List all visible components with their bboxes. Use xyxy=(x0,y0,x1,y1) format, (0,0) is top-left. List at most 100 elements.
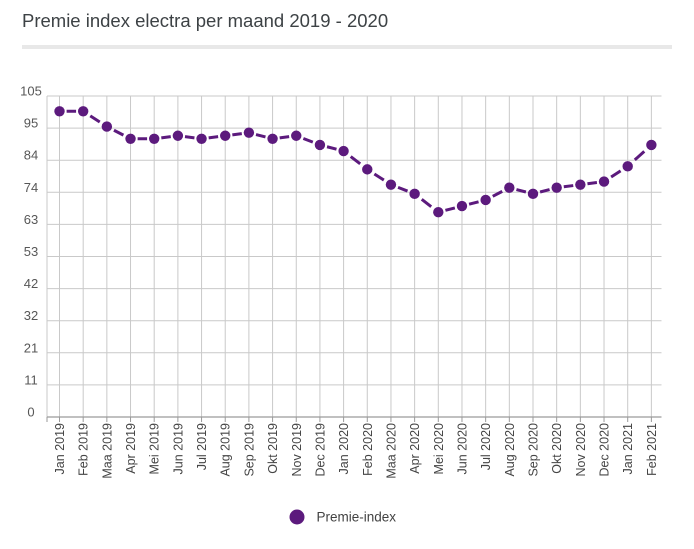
x-axis-label: Jun 2020 xyxy=(455,423,469,474)
data-point[interactable] xyxy=(527,188,539,200)
y-axis-label: 11 xyxy=(24,372,38,387)
data-point[interactable] xyxy=(575,179,586,190)
x-axis-label: Apr 2019 xyxy=(124,423,138,474)
y-axis-label: 95 xyxy=(24,116,38,131)
x-axis-label: Maa 2020 xyxy=(384,423,398,479)
y-axis-label: 0 xyxy=(27,405,34,420)
x-axis-label: Aug 2019 xyxy=(219,423,233,477)
data-point[interactable] xyxy=(149,133,160,144)
x-axis-labels: Jan 2019 Feb 2019 Maa 2019 Apr 2019 Mei 2019… xyxy=(53,423,659,479)
y-axis-label: 74 xyxy=(24,180,38,195)
data-point[interactable] xyxy=(598,176,610,187)
data-point[interactable] xyxy=(433,206,444,218)
x-axis-label: Sep 2019 xyxy=(242,423,256,477)
line-segment xyxy=(603,165,629,183)
line-segment xyxy=(437,204,463,214)
h-gridlines xyxy=(47,95,662,418)
x-axis-label: Feb 2020 xyxy=(361,423,375,476)
line-segment xyxy=(319,143,344,153)
data-point[interactable] xyxy=(77,106,89,117)
line-segment xyxy=(508,186,534,196)
x-axis-label: Jun 2019 xyxy=(171,423,185,474)
data-point[interactable] xyxy=(551,182,562,193)
line-segment xyxy=(366,168,392,186)
line-segment xyxy=(295,134,321,147)
x-axis-ticks xyxy=(46,417,652,422)
x-axis-label: Okt 2020 xyxy=(550,423,564,474)
series-line xyxy=(59,109,653,214)
data-point[interactable] xyxy=(456,200,468,212)
data-point[interactable] xyxy=(646,139,657,151)
x-axis-label: Jul 2020 xyxy=(479,423,493,470)
data-point[interactable] xyxy=(54,106,65,117)
x-axis-label: Dec 2020 xyxy=(598,423,612,477)
x-axis-label: Sep 2020 xyxy=(527,423,541,477)
y-axis-label: 84 xyxy=(24,148,38,163)
line-segment xyxy=(201,134,226,141)
line-segment xyxy=(556,183,581,190)
x-axis-label: Mei 2020 xyxy=(432,423,446,474)
data-point[interactable] xyxy=(385,179,397,190)
data-point[interactable] xyxy=(362,164,373,175)
x-axis-label: Nov 2020 xyxy=(574,423,588,477)
data-point[interactable] xyxy=(409,188,420,200)
y-axis-labels: 105 95 84 74 63 53 42 32 21 11 0 xyxy=(20,84,42,420)
data-point[interactable] xyxy=(480,194,491,206)
y-axis-label: 42 xyxy=(24,276,38,291)
y-axis-label: 32 xyxy=(24,308,38,323)
line-segment xyxy=(248,131,273,141)
data-point[interactable] xyxy=(504,182,515,193)
x-axis-label: Jan 2019 xyxy=(53,423,67,474)
line-segment xyxy=(225,131,250,138)
data-point[interactable] xyxy=(291,130,302,141)
data-point[interactable] xyxy=(243,127,255,138)
x-axis-label: Mei 2019 xyxy=(148,423,162,474)
x-axis-label: Maa 2019 xyxy=(100,423,114,479)
legend-marker[interactable] xyxy=(289,509,305,525)
v-gridlines xyxy=(59,96,652,417)
line-segment xyxy=(82,110,108,128)
line-segment xyxy=(461,198,487,208)
y-axis-label: 105 xyxy=(20,84,42,99)
x-axis-label: Dec 2019 xyxy=(313,423,327,477)
line-segment xyxy=(413,192,440,214)
line-segment xyxy=(580,180,605,187)
x-axis-label: Apr 2020 xyxy=(408,423,422,474)
line-segment xyxy=(626,143,653,168)
data-point[interactable] xyxy=(267,133,278,144)
line-segment xyxy=(154,134,179,141)
line-segment xyxy=(272,134,297,141)
x-axis-label: Feb 2019 xyxy=(77,423,91,476)
data-point[interactable] xyxy=(338,145,349,157)
line-segment xyxy=(532,186,558,196)
x-axis-label: Feb 2021 xyxy=(645,423,659,476)
legend: Premie-index xyxy=(289,509,397,525)
line-segment xyxy=(177,134,202,141)
data-points xyxy=(54,106,657,218)
line-segment xyxy=(484,186,511,202)
line-segment xyxy=(342,149,369,171)
x-axis-label: Okt 2019 xyxy=(266,423,280,474)
data-point[interactable] xyxy=(172,130,184,141)
y-axis-label: 53 xyxy=(24,244,38,259)
y-axis-label: 21 xyxy=(24,340,38,355)
data-point[interactable] xyxy=(196,133,207,144)
chart-title: Premie index electra per maand 2019 - 20… xyxy=(22,10,389,31)
line-segment xyxy=(106,125,132,141)
x-axis-label: Jan 2020 xyxy=(337,423,351,474)
x-axis-label: Nov 2019 xyxy=(290,423,304,477)
data-point[interactable] xyxy=(101,121,113,132)
data-point[interactable] xyxy=(125,133,136,144)
legend-label[interactable]: Premie-index xyxy=(317,510,397,525)
y-axis-label: 63 xyxy=(24,212,38,227)
x-axis-label: Aug 2020 xyxy=(503,423,517,477)
data-point[interactable] xyxy=(622,161,633,172)
data-point[interactable] xyxy=(314,139,326,151)
data-point[interactable] xyxy=(220,130,231,141)
x-axis-label: Jul 2019 xyxy=(195,423,209,470)
line-segment xyxy=(390,183,416,196)
title-divider xyxy=(22,45,672,49)
x-axis-label: Jan 2021 xyxy=(621,423,635,474)
